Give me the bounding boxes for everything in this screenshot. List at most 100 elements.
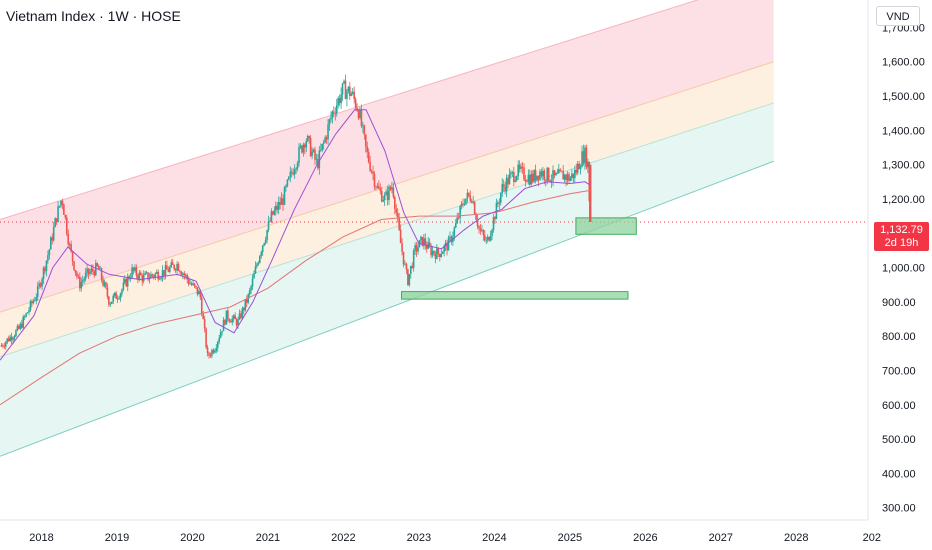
candle-body: [378, 186, 380, 189]
candle-body: [2, 345, 4, 347]
candle-body: [64, 214, 67, 218]
candle-body: [282, 198, 284, 205]
candle-body: [189, 283, 191, 285]
candle-body: [286, 179, 289, 186]
candle-body: [261, 245, 264, 253]
candle-body: [431, 250, 434, 256]
x-tick-label: 2018: [29, 532, 53, 544]
candle-body: [475, 214, 477, 220]
candle-body: [96, 263, 99, 266]
candle-body: [511, 172, 514, 173]
candle-body: [170, 262, 173, 268]
candle-body: [115, 292, 117, 299]
candle-body: [428, 242, 431, 247]
candle-body: [121, 289, 123, 294]
candle-body: [237, 319, 239, 326]
candle-body: [155, 271, 158, 274]
candle-body: [254, 266, 257, 274]
candle-body: [99, 268, 101, 270]
candle-body: [520, 166, 522, 169]
candle-body: [350, 93, 353, 96]
candle-body: [540, 171, 543, 177]
candle-body: [38, 283, 40, 287]
candle-body: [504, 186, 506, 192]
candle-body: [292, 173, 295, 175]
candle-body: [319, 149, 322, 151]
candle-body: [277, 201, 280, 210]
candle-body: [109, 303, 112, 305]
candle-body: [569, 177, 572, 181]
candle-body: [497, 202, 499, 204]
candle-body: [351, 91, 354, 94]
candle-body: [48, 249, 51, 256]
candle-body: [412, 250, 415, 268]
candle-body: [19, 323, 22, 329]
candle-body: [479, 228, 482, 231]
y-tick-label: 1,600.00: [882, 57, 925, 69]
candle-body: [383, 195, 386, 201]
candle-body: [241, 308, 244, 319]
candle-body: [139, 272, 142, 275]
candle-body: [52, 227, 55, 241]
demand-zone: [575, 217, 637, 235]
candle-body: [68, 244, 71, 245]
regression-channel: [0, 0, 774, 457]
candle-body: [354, 99, 357, 108]
candle-body: [396, 212, 399, 218]
price-candles: [0, 74, 592, 359]
candle-body: [415, 245, 418, 252]
candle-body: [523, 167, 525, 180]
candle-body: [411, 265, 414, 268]
candle-body: [585, 147, 588, 168]
candle-body: [32, 300, 35, 304]
last-price-tag: 1,132.79 2d 19h: [874, 222, 929, 251]
candle-body: [267, 221, 270, 231]
candle-body: [9, 336, 11, 342]
candle-body: [382, 200, 384, 202]
candle-body: [256, 264, 258, 267]
candle-body: [547, 167, 550, 181]
candle-body: [273, 210, 276, 215]
candle-body: [463, 204, 466, 205]
candle-body: [81, 280, 84, 282]
candle-body: [563, 174, 566, 180]
y-tick-label: 1,300.00: [882, 160, 925, 172]
candle-body: [457, 217, 460, 219]
candle-body: [225, 310, 228, 325]
candle-body: [331, 111, 334, 118]
candle-body: [209, 355, 212, 357]
candle-body: [227, 310, 229, 320]
candle-body: [398, 217, 400, 230]
candle-body: [28, 309, 30, 313]
candle-body: [306, 136, 309, 141]
candle-body: [112, 295, 115, 302]
candle-body: [60, 200, 62, 206]
candle-body: [508, 174, 511, 185]
x-tick-label: 2027: [709, 532, 733, 544]
y-tick-label: 1,400.00: [882, 125, 925, 137]
candle-body: [106, 287, 109, 297]
candle-body: [248, 290, 251, 295]
candle-body: [447, 237, 450, 251]
candle-body: [362, 125, 364, 127]
currency-selector[interactable]: VND: [876, 6, 920, 26]
candle-body: [524, 179, 527, 182]
candle-body: [530, 173, 533, 185]
candle-body: [151, 274, 154, 276]
candle-body: [31, 301, 33, 304]
candle-body: [481, 230, 483, 232]
candle-body: [330, 117, 332, 120]
candle-body: [73, 261, 75, 270]
candle-body: [86, 268, 88, 273]
candle-body: [63, 204, 65, 215]
candle-body: [51, 237, 54, 241]
candle-body: [176, 263, 178, 271]
candle-body: [421, 236, 424, 246]
candle-body: [288, 176, 290, 180]
candle-body: [349, 86, 351, 96]
channel-line: [0, 61, 774, 313]
candle-body: [116, 298, 119, 300]
candle-body: [489, 235, 492, 241]
y-tick-label: 700.00: [882, 365, 916, 377]
